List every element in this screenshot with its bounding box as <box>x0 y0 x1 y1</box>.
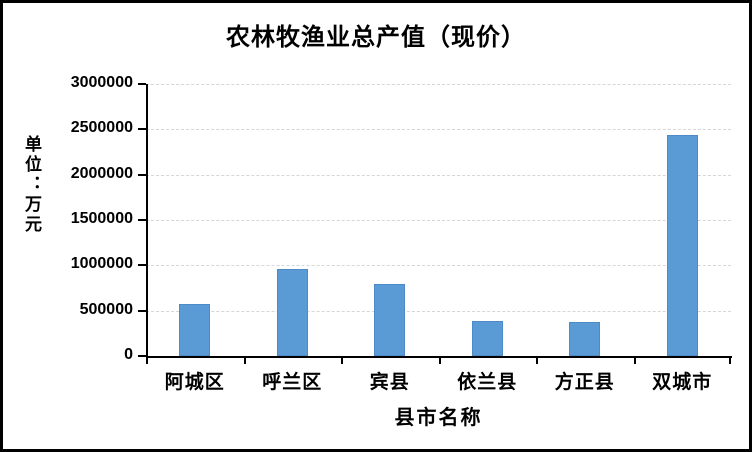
x-axis-tick-mark <box>536 358 538 364</box>
bar-依兰县 <box>471 320 503 356</box>
y-axis-tick-label: 500000 <box>79 300 133 318</box>
x-axis-category-label: 方正县 <box>554 371 615 393</box>
chart-title: 农林牧渔业总产值（现价） <box>226 22 526 51</box>
y-axis-tick-label: 3000000 <box>70 74 133 91</box>
x-axis-tick-mark <box>438 358 441 364</box>
gridline <box>146 174 731 176</box>
gridline <box>146 220 731 221</box>
y-axis-tick-mark <box>138 128 146 131</box>
y-axis-tick-label: 2000000 <box>70 164 133 182</box>
y-axis-tick-label: 0 <box>124 346 133 363</box>
x-axis-category-label: 阿城区 <box>164 371 225 393</box>
x-axis-tick-mark <box>633 358 636 364</box>
y-axis-line <box>146 84 148 357</box>
y-axis-tick-mark <box>138 309 146 312</box>
gridline <box>146 310 731 312</box>
y-axis-tick-mark <box>138 264 146 267</box>
gridline <box>146 129 731 131</box>
x-axis-category-label: 依兰县 <box>457 371 518 393</box>
x-axis-tick-mark <box>243 358 246 364</box>
gridline <box>146 84 731 85</box>
y-axis-tick-mark <box>138 219 146 221</box>
bar-呼兰区 <box>276 268 308 356</box>
y-axis-tick-label: 1500000 <box>70 210 133 227</box>
y-axis-tick-mark <box>138 83 146 85</box>
x-axis-title: 县市名称 <box>394 405 483 429</box>
y-axis-tick-mark <box>138 173 146 176</box>
y-axis-unit-label: 单位：万元 <box>21 135 41 235</box>
bar-阿城区 <box>179 303 211 356</box>
x-axis-category-label: 双城市 <box>652 371 713 393</box>
x-axis-category-label: 宾县 <box>369 371 410 393</box>
x-axis-line <box>146 356 732 358</box>
gridline <box>146 265 731 267</box>
x-axis-category-label: 呼兰区 <box>262 371 323 393</box>
x-axis-tick-mark <box>729 358 731 364</box>
y-axis-tick-mark <box>138 355 146 357</box>
plot-area <box>146 84 731 356</box>
y-axis-tick-label: 1000000 <box>70 255 133 273</box>
y-axis-tick-label: 2500000 <box>70 119 133 137</box>
bar-双城市 <box>666 134 698 356</box>
x-axis-tick-mark <box>341 358 343 364</box>
bar-方正县 <box>569 321 601 356</box>
x-axis-tick-mark <box>146 358 148 364</box>
bar-宾县 <box>374 284 406 356</box>
